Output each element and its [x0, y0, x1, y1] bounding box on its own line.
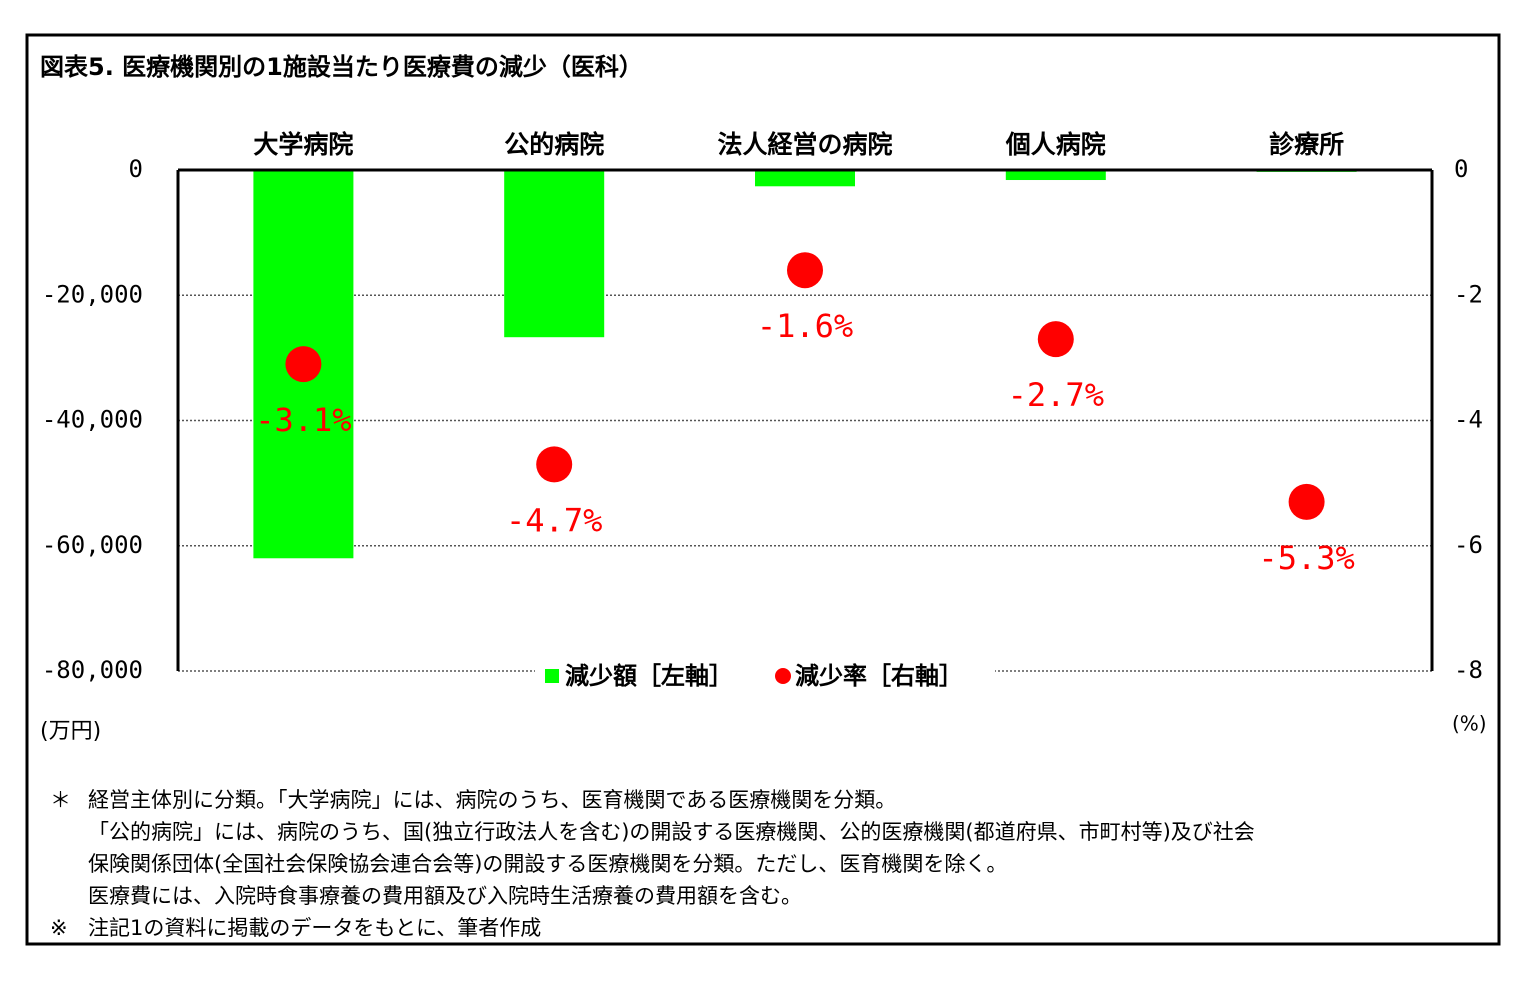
y-tick-label: -40,000 — [42, 406, 143, 434]
chart-title: 図表5. 医療機関別の1施設当たり医療費の減少（医科） — [40, 53, 643, 81]
category-label: 診療所 — [1269, 130, 1344, 159]
legend-swatch — [545, 669, 559, 683]
note-line: 保険関係団体(全国社会保険協会連合会等)の開設する医療機関を分類。ただし、医育機… — [88, 852, 1007, 876]
category-label: 大学病院 — [253, 130, 353, 159]
y-tick-label: -80,000 — [42, 656, 143, 684]
y-tick-label: -20,000 — [42, 280, 143, 308]
note-line: 「公的病院」には、病院のうち、国(独立行政法人を含む)の開設する医療機関、公的医… — [88, 820, 1255, 844]
legend-swatch — [775, 668, 791, 684]
value-label: -5.3% — [1258, 539, 1354, 577]
y2-tick-label: -4 — [1454, 406, 1483, 434]
point — [787, 252, 823, 289]
y2-tick-label: 0 — [1454, 155, 1468, 183]
y2-tick-label: -2 — [1454, 280, 1483, 308]
bar — [755, 170, 855, 187]
value-label: -2.7% — [1008, 376, 1104, 414]
note-line: 経営主体別に分類。「大学病院」には、病院のうち、医育機関である医療機関を分類。 — [88, 788, 896, 812]
bar — [504, 170, 605, 338]
y2-tick-label: -6 — [1454, 531, 1483, 559]
value-label: -1.6% — [757, 307, 853, 345]
value-label: -4.7% — [506, 501, 602, 539]
y2-tick-label: -8 — [1454, 656, 1483, 684]
note-line: 注記1の資料に掲載のデータをもとに、筆者作成 — [88, 916, 541, 940]
bar — [1005, 170, 1106, 181]
note-mark: ＊ — [50, 788, 71, 812]
legend-background — [535, 658, 995, 696]
category-label: 個人病院 — [1005, 130, 1106, 159]
note-line: 医療費には、入院時食事療養の費用額及び入院時生活療養の費用額を含む。 — [88, 884, 802, 908]
category-label: 法人経営の病院 — [717, 130, 892, 159]
point — [1037, 321, 1074, 358]
legend-label: 減少率［右軸］ — [795, 662, 963, 690]
category-label: 公的病院 — [504, 130, 604, 159]
point — [1288, 483, 1325, 520]
y-tick-label: 0 — [129, 155, 143, 183]
value-label: -3.1% — [255, 401, 351, 439]
point — [285, 346, 322, 383]
y2-axis-label: (%) — [1452, 712, 1487, 736]
point — [536, 446, 573, 483]
note-mark: ※ — [50, 916, 68, 940]
y-axis-label: (万円) — [40, 719, 101, 744]
y-tick-label: -60,000 — [42, 531, 143, 559]
legend-label: 減少額［左軸］ — [565, 662, 733, 690]
